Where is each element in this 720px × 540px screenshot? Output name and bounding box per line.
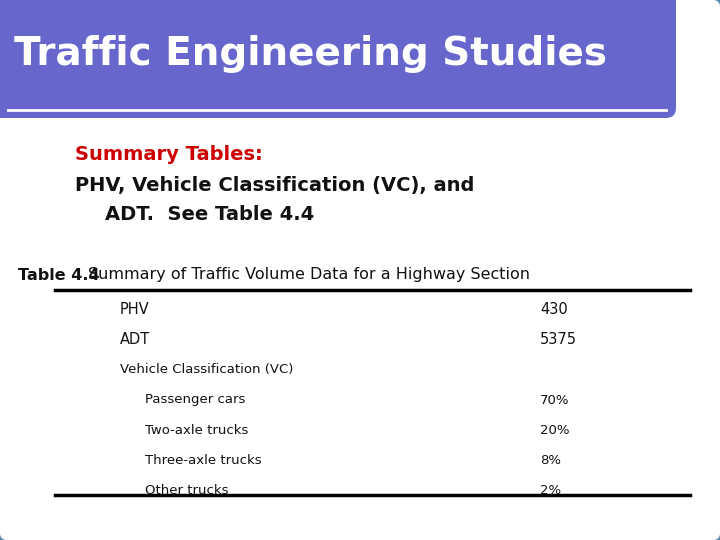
Text: Summary Tables:: Summary Tables: [75,145,263,165]
Text: Table 4.4: Table 4.4 [18,267,105,282]
Text: 2%: 2% [540,483,561,496]
Text: Summary of Traffic Volume Data for a Highway Section: Summary of Traffic Volume Data for a Hig… [88,267,530,282]
Text: 430: 430 [540,302,568,318]
Text: Two-axle trucks: Two-axle trucks [145,423,248,436]
Text: 5375: 5375 [540,333,577,348]
Text: 70%: 70% [540,394,570,407]
Text: PHV, Vehicle Classification (VC), and: PHV, Vehicle Classification (VC), and [75,176,474,194]
Text: PHV: PHV [120,302,150,318]
Text: 20%: 20% [540,423,570,436]
Text: Three-axle trucks: Three-axle trucks [145,454,261,467]
Text: ADT: ADT [120,333,150,348]
Text: Vehicle Classification (VC): Vehicle Classification (VC) [120,363,293,376]
FancyBboxPatch shape [0,0,676,118]
Text: Passenger cars: Passenger cars [145,394,246,407]
Text: ADT.  See Table 4.4: ADT. See Table 4.4 [105,206,314,225]
Text: Traffic Engineering Studies: Traffic Engineering Studies [14,35,607,73]
Text: Other trucks: Other trucks [145,483,228,496]
Text: 8%: 8% [540,454,561,467]
